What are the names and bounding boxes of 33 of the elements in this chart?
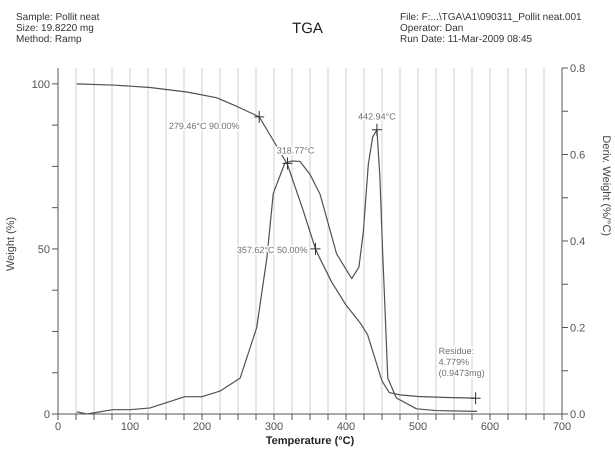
- x-tick-label: 600: [480, 420, 500, 433]
- annotation: Residue: 4.779% (0.9473mg): [438, 346, 485, 378]
- annotation: 279.46°C 90.00%: [168, 120, 240, 131]
- text: Operator: Dan: [400, 23, 464, 34]
- y2-tick-label: 0.8: [570, 62, 586, 75]
- y2-tick-label: 0.0: [570, 408, 586, 421]
- y2-tick-label: 0.6: [570, 149, 586, 162]
- annotation: 442.94°C: [358, 112, 396, 122]
- x-tick-label: 0: [54, 420, 62, 433]
- text: Sample: Pollit neat: [16, 12, 100, 23]
- point: [310, 242, 321, 256]
- x-tick-label: 400: [336, 420, 356, 433]
- y2-tick-label: 0.4: [570, 236, 586, 248]
- x-tick-label: 200: [192, 420, 212, 433]
- text: File: F:...\TGA\A1\090311_Pollit neat.001: [400, 12, 582, 23]
- point: [282, 156, 294, 170]
- text: Run Date: 11-Mar-2009 08:45: [400, 34, 534, 45]
- text: Method: Ramp: [16, 34, 83, 45]
- y-tick-label: 0: [44, 408, 50, 421]
- point: [470, 392, 482, 405]
- x-tick-label: 500: [408, 420, 428, 433]
- x-tick-label: 300: [264, 420, 284, 433]
- y-tick-label: 100: [32, 78, 50, 91]
- y2-axis-title: Deriv. Weight (%/°C): [600, 135, 612, 236]
- y-tick-label: 50: [38, 244, 50, 256]
- x-tick-label: 100: [120, 420, 140, 433]
- x-axis-title: Temperature (°C): [266, 434, 355, 447]
- y2-tick-label: 0.2: [570, 322, 586, 334]
- point: [254, 110, 265, 124]
- x-tick-label: 700: [552, 420, 572, 433]
- y-axis-title: Weight (%): [4, 216, 17, 271]
- chart-title: TGA: [292, 20, 323, 37]
- text: Size: 19.8220 mg: [16, 23, 95, 34]
